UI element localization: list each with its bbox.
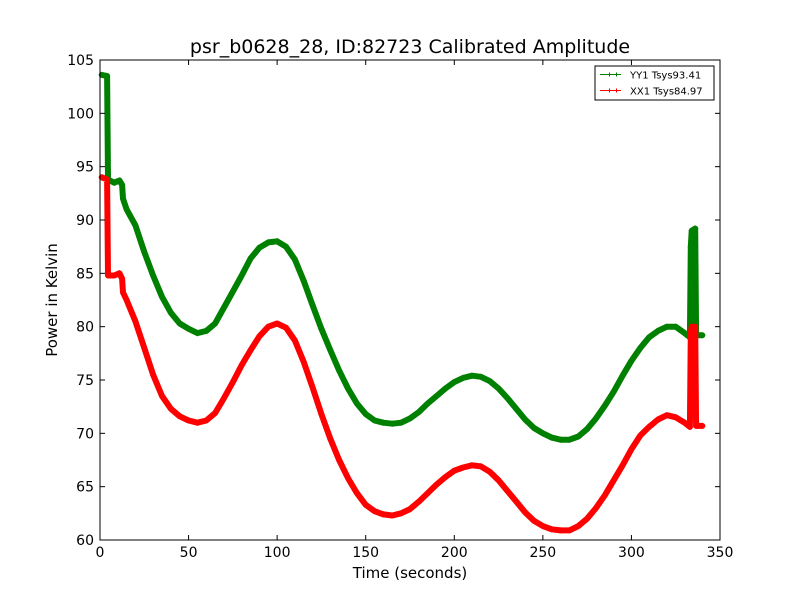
y-tick-label: 70 bbox=[76, 426, 94, 442]
y-tick-label: 65 bbox=[76, 480, 94, 496]
y-tick-label: 100 bbox=[67, 106, 94, 122]
x-tick-label: 200 bbox=[441, 545, 468, 561]
x-tick-label: 350 bbox=[707, 545, 734, 561]
x-tick-label: 250 bbox=[529, 545, 556, 561]
y-axis: 60 65 70 75 80 85 90 95 100 105 bbox=[67, 53, 720, 549]
legend-box bbox=[594, 65, 715, 101]
x-axis-label: Time (seconds) bbox=[352, 564, 468, 582]
legend-marker bbox=[607, 72, 619, 77]
series-layer bbox=[98, 71, 706, 534]
y-tick-label: 105 bbox=[67, 53, 94, 69]
legend-label: XX1 Tsys84.97 bbox=[630, 87, 703, 98]
x-tick-label: 300 bbox=[618, 545, 645, 561]
legend: YY1 Tsys93.41 XX1 Tsys84.97 bbox=[594, 65, 715, 101]
series-markers-0 bbox=[98, 71, 706, 443]
y-tick-label: 60 bbox=[76, 533, 94, 549]
y-tick-label: 95 bbox=[76, 160, 94, 176]
y-tick-label: 75 bbox=[76, 373, 94, 389]
x-tick-label: 0 bbox=[96, 545, 105, 561]
x-tick-label: 50 bbox=[180, 545, 198, 561]
x-tick-label: 150 bbox=[352, 545, 379, 561]
plot-frame bbox=[99, 59, 721, 541]
legend-label: YY1 Tsys93.41 bbox=[629, 71, 701, 82]
x-tick-label: 100 bbox=[264, 545, 291, 561]
chart-title: psr_b0628_28, ID:82723 Calibrated Amplit… bbox=[190, 36, 630, 58]
series-markers-1 bbox=[98, 174, 706, 534]
y-tick-label: 85 bbox=[76, 266, 94, 282]
y-axis-label: Power in Kelvin bbox=[43, 243, 61, 357]
legend-marker bbox=[607, 88, 619, 93]
y-tick-label: 90 bbox=[76, 213, 94, 229]
y-tick-label: 80 bbox=[76, 320, 94, 336]
x-axis: 0 50 100 150 200 250 300 350 bbox=[96, 60, 734, 561]
